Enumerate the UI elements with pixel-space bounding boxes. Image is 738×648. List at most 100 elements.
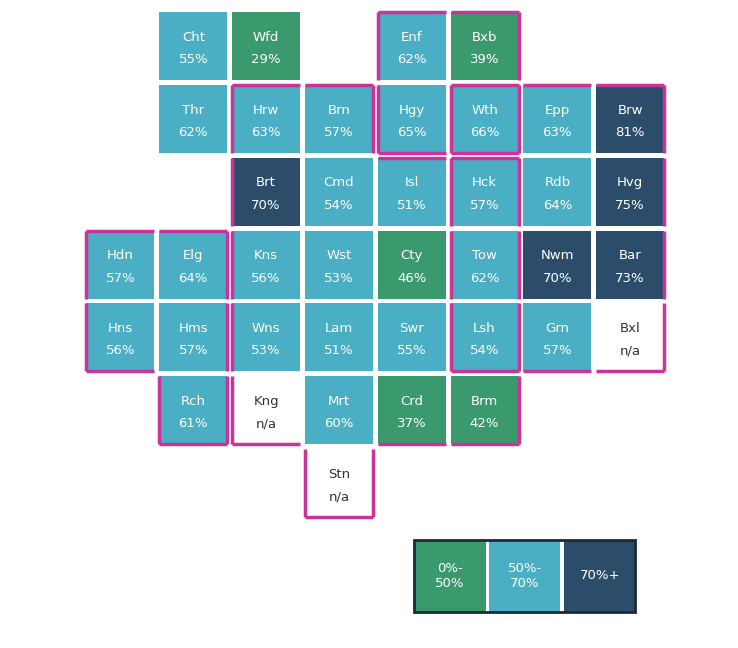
Text: 70%: 70%: [542, 272, 572, 284]
Bar: [523, 85, 591, 153]
Text: 64%: 64%: [179, 272, 208, 284]
Bar: [523, 157, 591, 226]
Bar: [305, 85, 373, 153]
Text: 75%: 75%: [615, 199, 645, 212]
Text: 56%: 56%: [252, 272, 281, 284]
Text: 70%: 70%: [252, 199, 281, 212]
Text: 57%: 57%: [106, 272, 135, 284]
Bar: [564, 540, 635, 612]
Text: Hms: Hms: [179, 322, 208, 335]
Text: Stn: Stn: [328, 468, 350, 481]
Text: 63%: 63%: [252, 126, 281, 139]
Bar: [305, 376, 373, 444]
Text: Lsh: Lsh: [473, 322, 496, 335]
Bar: [159, 303, 227, 371]
Text: 62%: 62%: [179, 126, 208, 139]
Text: Elg: Elg: [183, 249, 204, 262]
Text: 54%: 54%: [324, 199, 354, 212]
Text: Hns: Hns: [108, 322, 133, 335]
Text: 57%: 57%: [324, 126, 354, 139]
Text: 66%: 66%: [470, 126, 499, 139]
Bar: [414, 540, 486, 612]
Text: Brt: Brt: [256, 176, 276, 189]
Bar: [450, 303, 519, 371]
Bar: [305, 231, 373, 299]
Bar: [159, 231, 227, 299]
Text: 51%: 51%: [397, 199, 427, 212]
Text: 55%: 55%: [179, 53, 208, 66]
Text: Brw: Brw: [618, 104, 643, 117]
Bar: [305, 449, 373, 517]
Bar: [450, 85, 519, 153]
Text: 65%: 65%: [397, 126, 427, 139]
Bar: [232, 231, 300, 299]
Text: Cht: Cht: [182, 30, 205, 44]
Text: Hdn: Hdn: [107, 249, 134, 262]
Text: 63%: 63%: [542, 126, 572, 139]
Bar: [450, 157, 519, 226]
Text: Cty: Cty: [401, 249, 423, 262]
Text: 57%: 57%: [179, 345, 208, 358]
Text: n/a: n/a: [255, 417, 277, 430]
Bar: [159, 12, 227, 80]
Text: 57%: 57%: [469, 199, 500, 212]
Text: 51%: 51%: [324, 345, 354, 358]
Text: Nwm: Nwm: [541, 249, 574, 262]
Text: 57%: 57%: [542, 345, 572, 358]
Text: 0%-
50%: 0%- 50%: [435, 562, 465, 590]
Bar: [450, 376, 519, 444]
Bar: [232, 376, 300, 444]
Text: Hck: Hck: [472, 176, 497, 189]
Text: Bxl: Bxl: [620, 322, 641, 335]
Bar: [523, 303, 591, 371]
Text: 70%+: 70%+: [579, 570, 620, 583]
Bar: [232, 157, 300, 226]
Text: 29%: 29%: [252, 53, 281, 66]
Text: 53%: 53%: [252, 345, 281, 358]
Text: Cmd: Cmd: [323, 176, 354, 189]
Bar: [378, 231, 446, 299]
Bar: [232, 85, 300, 153]
Text: Hvg: Hvg: [617, 176, 644, 189]
Text: Thr: Thr: [182, 104, 204, 117]
Bar: [305, 303, 373, 371]
Text: 46%: 46%: [397, 272, 427, 284]
Bar: [489, 540, 560, 612]
Bar: [232, 303, 300, 371]
Text: Kng: Kng: [253, 395, 279, 408]
Text: Swr: Swr: [399, 322, 424, 335]
Text: 81%: 81%: [615, 126, 645, 139]
Text: 55%: 55%: [397, 345, 427, 358]
Text: Grn: Grn: [545, 322, 569, 335]
Text: 54%: 54%: [470, 345, 500, 358]
Text: Wfd: Wfd: [253, 30, 279, 44]
Bar: [414, 540, 635, 612]
Text: 37%: 37%: [397, 417, 427, 430]
Text: 64%: 64%: [542, 199, 572, 212]
Text: Hrw: Hrw: [253, 104, 279, 117]
Text: 62%: 62%: [397, 53, 427, 66]
Text: Mrt: Mrt: [328, 395, 350, 408]
Bar: [159, 376, 227, 444]
Text: Rdb: Rdb: [545, 176, 570, 189]
Bar: [596, 85, 664, 153]
Text: 50%-
70%: 50%- 70%: [508, 562, 542, 590]
Text: 60%: 60%: [324, 417, 354, 430]
Bar: [378, 85, 446, 153]
Text: Wns: Wns: [252, 322, 280, 335]
Text: n/a: n/a: [620, 345, 641, 358]
Bar: [596, 231, 664, 299]
Text: 42%: 42%: [470, 417, 500, 430]
Text: Bar: Bar: [618, 249, 641, 262]
Bar: [86, 303, 154, 371]
Text: Kns: Kns: [254, 249, 278, 262]
Text: Bxb: Bxb: [472, 30, 497, 44]
Bar: [450, 231, 519, 299]
Text: 53%: 53%: [324, 272, 354, 284]
Text: Wth: Wth: [471, 104, 498, 117]
Text: Brm: Brm: [471, 395, 498, 408]
Text: Isl: Isl: [404, 176, 419, 189]
Text: 73%: 73%: [615, 272, 645, 284]
Text: Crd: Crd: [400, 395, 423, 408]
Text: Brn: Brn: [328, 104, 351, 117]
